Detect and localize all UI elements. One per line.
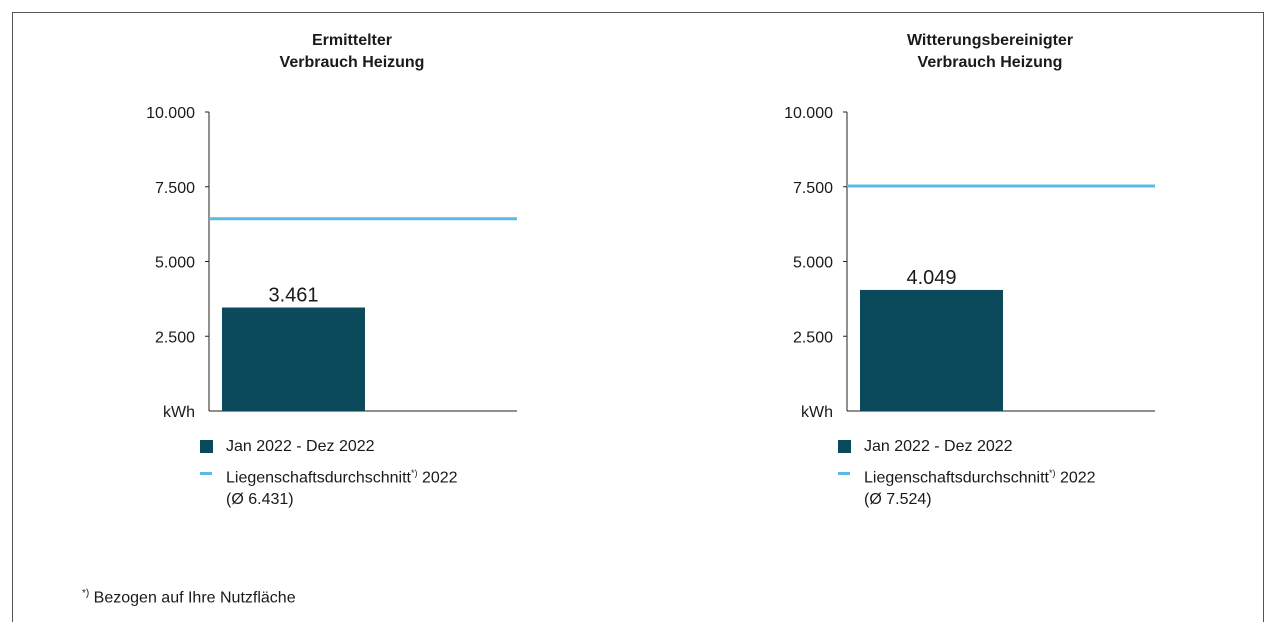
legend-line-year: 2022 xyxy=(417,469,458,487)
legend-line-label: Liegenschaftsdurchschnitt xyxy=(226,469,411,487)
legend-item-bar: Jan 2022 - Dez 2022 xyxy=(200,436,458,458)
chart-title: Witterungsbereinigter Verbrauch Heizung xyxy=(710,30,1270,74)
legend-bar-swatch xyxy=(838,440,851,453)
legend-item-line: Liegenschaftsdurchschnitt*) 2022 (Ø 7.52… xyxy=(838,462,1096,511)
chart-title-line1: Witterungsbereinigter xyxy=(906,32,1074,49)
y-axis-unit-label: kWh xyxy=(163,404,195,421)
footnote: *) Bezogen auf Ihre Nutzfläche xyxy=(82,588,296,607)
legend-item-bar: Jan 2022 - Dez 2022 xyxy=(838,436,1096,458)
bar xyxy=(222,307,365,411)
legend-bar-label: Jan 2022 - Dez 2022 xyxy=(864,438,1013,455)
legend-line-sup: *) xyxy=(411,468,418,478)
bar-chart: 10.000 7.500 5.000 2.500 kWh 3.461 xyxy=(146,105,517,421)
legend-line-sup: *) xyxy=(1049,468,1056,478)
y-tick-label: 5.000 xyxy=(155,255,195,272)
legend-item-line: Liegenschaftsdurchschnitt*) 2022 (Ø 6.43… xyxy=(200,462,458,511)
bar xyxy=(860,289,1003,411)
footnote-sup: *) xyxy=(82,588,90,599)
footnote-text: Bezogen auf Ihre Nutzfläche xyxy=(89,589,296,607)
chart-title-line2: Verbrauch Heizung xyxy=(917,54,1063,71)
y-tick-label: 2.500 xyxy=(155,329,195,346)
y-tick-label: 10.000 xyxy=(784,105,833,122)
y-tick-label: 2.500 xyxy=(793,329,833,346)
y-tick-label: 7.500 xyxy=(155,180,195,197)
legend-line-average: (Ø 7.524) xyxy=(864,491,932,509)
bar-value-label: 3.461 xyxy=(268,285,318,307)
bar-chart: 10.000 7.500 5.000 2.500 kWh 4.049 xyxy=(784,105,1155,421)
chart-panel-left: Ermittelter Verbrauch Heizung 10.000 7.50… xyxy=(72,0,632,520)
legend-line-label: Liegenschaftsdurchschnitt xyxy=(864,469,1049,487)
legend-line-swatch xyxy=(838,472,850,475)
legend: Jan 2022 - Dez 2022 Liegenschaftsdurchsc… xyxy=(838,436,1096,515)
chart-title: Ermittelter Verbrauch Heizung xyxy=(72,30,632,74)
legend-bar-swatch xyxy=(200,440,213,453)
bar-value-label: 4.049 xyxy=(906,267,956,289)
legend-line-average: (Ø 6.431) xyxy=(226,491,294,509)
y-tick-label: 5.000 xyxy=(793,255,833,272)
legend: Jan 2022 - Dez 2022 Liegenschaftsdurchsc… xyxy=(200,436,458,515)
legend-line-swatch xyxy=(200,472,212,475)
chart-title-line2: Verbrauch Heizung xyxy=(279,54,425,71)
legend-bar-label: Jan 2022 - Dez 2022 xyxy=(226,438,375,455)
y-tick-label: 10.000 xyxy=(146,105,195,122)
y-tick-label: 7.500 xyxy=(793,180,833,197)
legend-line-year: 2022 xyxy=(1055,469,1096,487)
chart-panel-right: Witterungsbereinigter Verbrauch Heizung … xyxy=(710,0,1270,520)
y-axis-unit-label: kWh xyxy=(801,404,833,421)
chart-title-line1: Ermittelter xyxy=(311,32,393,49)
chart-frame xyxy=(12,12,1264,622)
